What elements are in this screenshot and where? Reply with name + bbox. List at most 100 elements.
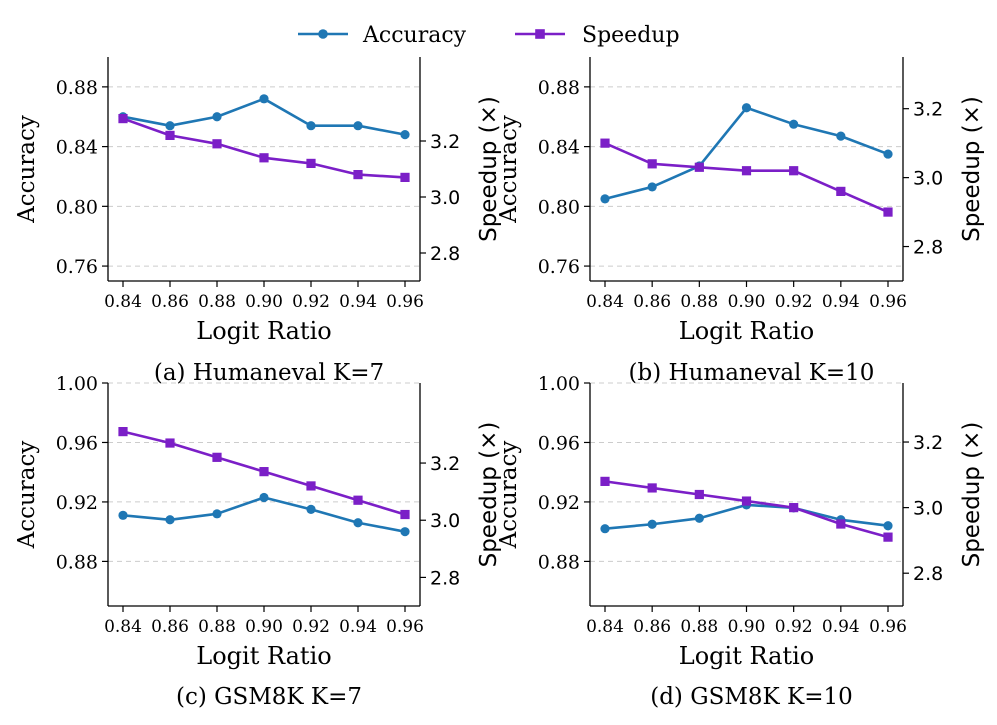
x-axis-label: Logit Ratio [196, 642, 331, 670]
y-tick-label: 1.00 [56, 373, 98, 395]
y-tick-label: 0.88 [538, 551, 580, 573]
y2-axis-label: Speedup (×) [476, 422, 502, 568]
data-point [883, 207, 893, 217]
legend-label: Accuracy [362, 23, 467, 48]
data-point [647, 159, 657, 169]
x-tick-label: 0.90 [728, 292, 766, 312]
y2-tick-label: 3.2 [913, 99, 943, 121]
data-point [694, 489, 704, 500]
data-point [789, 503, 799, 513]
chart-panel-d: 0.84 0.86 0.88 0.90 0.92 0.94 0.96 0.88 0.92 0.96… [496, 373, 985, 710]
y-tick-label: 0.88 [56, 551, 98, 573]
data-point [259, 467, 269, 477]
x-tick-label: 0.96 [869, 617, 907, 637]
legend-label: Speedup [582, 23, 680, 48]
series-speedup [600, 476, 893, 542]
y2-tick-label: 3.2 [430, 453, 460, 475]
series-accuracy [118, 492, 410, 537]
y2-tick-label: 3.0 [913, 168, 943, 190]
x-tick-label: 0.92 [292, 292, 330, 312]
y2-axis-label: Speedup (×) [959, 422, 985, 568]
y-tick-label: 0.92 [56, 492, 98, 514]
y-tick-label: 0.76 [56, 256, 98, 278]
data-point [836, 186, 846, 196]
x-tick-label: 0.88 [198, 292, 236, 312]
data-point [600, 138, 610, 148]
y-tick-label: 0.96 [56, 432, 98, 454]
x-tick-label: 0.84 [586, 617, 624, 637]
chart-panel-a: 0.84 0.86 0.88 0.90 0.92 0.94 0.96 0.76 0.80 0.84… [14, 57, 502, 386]
data-point [118, 510, 128, 520]
data-point [694, 513, 704, 523]
legend-marker-square [535, 29, 545, 39]
data-point [647, 182, 657, 192]
y-tick-label: 0.92 [538, 492, 580, 514]
y2-tick-label: 2.8 [913, 237, 943, 259]
x-axis-label: Logit Ratio [679, 317, 814, 345]
x-tick-label: 0.96 [386, 292, 424, 312]
data-point [694, 162, 704, 172]
data-point [400, 509, 410, 520]
y2-tick-label: 3.0 [430, 187, 460, 209]
data-point [600, 194, 610, 204]
data-point [212, 452, 222, 462]
chart-panel-b: 0.84 0.86 0.88 0.90 0.92 0.94 0.96 0.76 0.80 0.84… [496, 57, 985, 386]
series-accuracy [600, 103, 893, 204]
data-point [165, 121, 175, 131]
y2-tick-label: 3.0 [430, 510, 460, 532]
data-point [165, 438, 175, 448]
y2-tick-label: 2.8 [913, 563, 943, 585]
legend-marker-circle [318, 29, 328, 39]
y-tick-label: 0.80 [56, 196, 98, 218]
x-tick-label: 0.94 [339, 617, 377, 637]
y-tick-label: 0.84 [538, 137, 580, 159]
x-tick-label: 0.88 [680, 292, 718, 312]
y-tick-label: 0.88 [56, 77, 98, 99]
series-line [604, 106, 889, 201]
data-point [353, 170, 363, 180]
data-point [741, 496, 752, 506]
y-axis-label: Accuracy [14, 115, 40, 224]
x-tick-label: 0.86 [151, 292, 189, 312]
data-point [883, 521, 893, 531]
x-tick-label: 0.86 [633, 617, 671, 637]
series-line [604, 141, 889, 214]
x-tick-label: 0.86 [633, 292, 671, 312]
legend-item-speedup: Speedup [515, 23, 680, 48]
data-point [259, 153, 269, 163]
data-point [836, 519, 846, 529]
y-tick-label: 0.80 [538, 196, 580, 218]
panel-caption: (d) GSM8K K=10 [650, 684, 853, 710]
x-tick-label: 0.92 [292, 617, 330, 637]
data-point [836, 131, 846, 141]
data-point [400, 130, 410, 140]
y-tick-label: 0.76 [538, 256, 580, 278]
panel-caption: (a) Humaneval K=7 [154, 360, 384, 386]
x-tick-label: 0.86 [151, 617, 189, 637]
x-tick-label: 0.84 [586, 292, 624, 312]
x-tick-label: 0.92 [775, 617, 813, 637]
y-tick-label: 0.84 [56, 137, 98, 159]
data-point [647, 519, 657, 529]
series-speedup [118, 114, 410, 182]
data-point [883, 149, 893, 159]
data-point [353, 121, 363, 131]
x-tick-label: 0.90 [245, 292, 283, 312]
x-tick-label: 0.88 [198, 617, 236, 637]
data-point [741, 166, 752, 176]
data-point [883, 532, 893, 542]
x-tick-label: 0.96 [869, 292, 907, 312]
data-point [306, 158, 316, 168]
data-point [600, 476, 610, 486]
data-point [259, 492, 269, 503]
x-tick-label: 0.90 [728, 617, 766, 637]
data-point [118, 427, 128, 437]
x-tick-label: 0.84 [104, 292, 142, 312]
data-point [118, 114, 128, 124]
data-point [400, 172, 410, 182]
data-point [165, 515, 175, 525]
x-tick-label: 0.94 [339, 292, 377, 312]
x-tick-label: 0.88 [680, 617, 718, 637]
x-tick-label: 0.94 [822, 617, 860, 637]
